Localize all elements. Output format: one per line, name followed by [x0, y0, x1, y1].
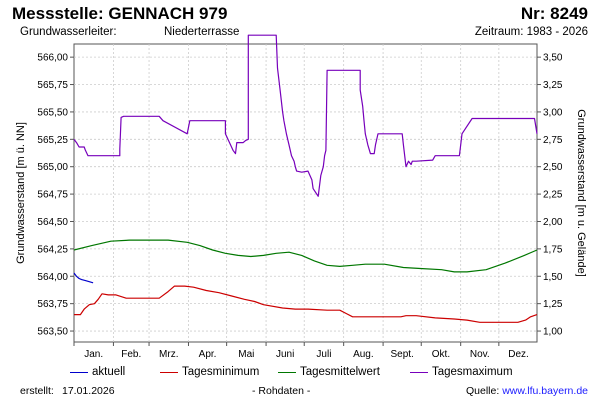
x-tick-label: Feb. — [121, 349, 141, 360]
series-line-aktuell — [73, 272, 94, 284]
x-tick-label: Nov. — [470, 349, 490, 360]
y2-tick-label: 3,25 — [543, 80, 563, 91]
y-tick-label: 565,75 — [37, 80, 68, 91]
created-label: erstellt: — [20, 385, 54, 397]
series-line-tagesmittelwert — [73, 239, 538, 273]
series-line-tagesmaximum — [73, 34, 538, 197]
y-tick-label: 565,00 — [37, 162, 68, 173]
legend-item: Tagesminimum — [160, 366, 259, 378]
x-tick-label: Sept. — [390, 349, 413, 360]
y2-tick-label: 3,00 — [543, 107, 563, 118]
y2-tick-label: 2,75 — [543, 135, 563, 146]
y2-tick-label: 2,50 — [543, 162, 563, 173]
raw-data-note: - Rohdaten - — [252, 385, 311, 397]
x-tick-label: Dez. — [508, 349, 529, 360]
period-text: Zeitraum: 1983 - 2026 — [474, 26, 588, 38]
legend-label: Tagesminimum — [182, 366, 260, 378]
x-tick-label: Apr. — [199, 349, 217, 360]
y2-tick-label: 2,25 — [543, 190, 563, 201]
legend-swatch — [410, 371, 428, 373]
legend-swatch — [70, 371, 88, 373]
station-number: Nr: 8249 — [520, 4, 588, 23]
y2-axis-title: Grundwasserstand [m u. Gelände] — [575, 109, 587, 277]
legend-label: Tagesmaximum — [432, 366, 513, 378]
source-text: Quelle: www.lfu.bayern.de — [466, 385, 588, 397]
y-tick-label: 563,75 — [37, 299, 68, 310]
y2-tick-label: 1,50 — [543, 272, 563, 283]
x-tick-label: Mrz. — [159, 349, 178, 360]
source-label: Quelle: — [466, 385, 500, 397]
y-tick-label: 564,75 — [37, 190, 68, 201]
x-tick-label: Okt. — [432, 349, 450, 360]
y2-tick-label: 1,25 — [543, 299, 563, 310]
y-tick-label: 564,50 — [37, 217, 68, 228]
aquifer-value: Niederterrasse — [164, 26, 240, 38]
source-link[interactable]: www.lfu.bayern.de — [502, 385, 588, 397]
station-title: Messstelle: GENNACH 979 — [12, 4, 228, 23]
x-tick-label: Juni — [276, 349, 294, 360]
y-tick-label: 563,50 — [37, 327, 68, 338]
y-tick-label: 566,00 — [37, 53, 68, 64]
x-tick-label: Juli — [316, 349, 331, 360]
y-axis-title: Grundwasserstand [m ü. NN] — [15, 122, 27, 264]
legend-item: aktuell — [70, 366, 125, 378]
aquifer-label: Grundwasserleiter: — [20, 26, 117, 38]
y2-tick-label: 1,00 — [543, 327, 563, 338]
legend-label: Tagesmittelwert — [300, 366, 380, 378]
y-tick-label: 565,50 — [37, 107, 68, 118]
legend-label: aktuell — [92, 366, 126, 378]
y-tick-label: 565,25 — [37, 135, 68, 146]
y-tick-label: 564,25 — [37, 244, 68, 255]
legend-item: Tagesmittelwert — [278, 366, 380, 378]
plot-area — [73, 43, 538, 343]
series-line-tagesminimum — [74, 285, 538, 323]
created-date: 17.01.2026 — [62, 385, 115, 397]
y2-tick-label: 1,75 — [543, 244, 563, 255]
x-tick-label: Aug. — [353, 349, 374, 360]
x-tick-label: Mai — [238, 349, 254, 360]
y-tick-label: 564,00 — [37, 272, 68, 283]
legend-item: Tagesmaximum — [410, 366, 513, 378]
legend-swatch — [278, 371, 296, 373]
legend-swatch — [160, 371, 178, 373]
y2-tick-label: 2,00 — [543, 217, 563, 228]
y2-tick-label: 3,50 — [543, 53, 563, 64]
x-tick-label: Jan. — [84, 349, 103, 360]
